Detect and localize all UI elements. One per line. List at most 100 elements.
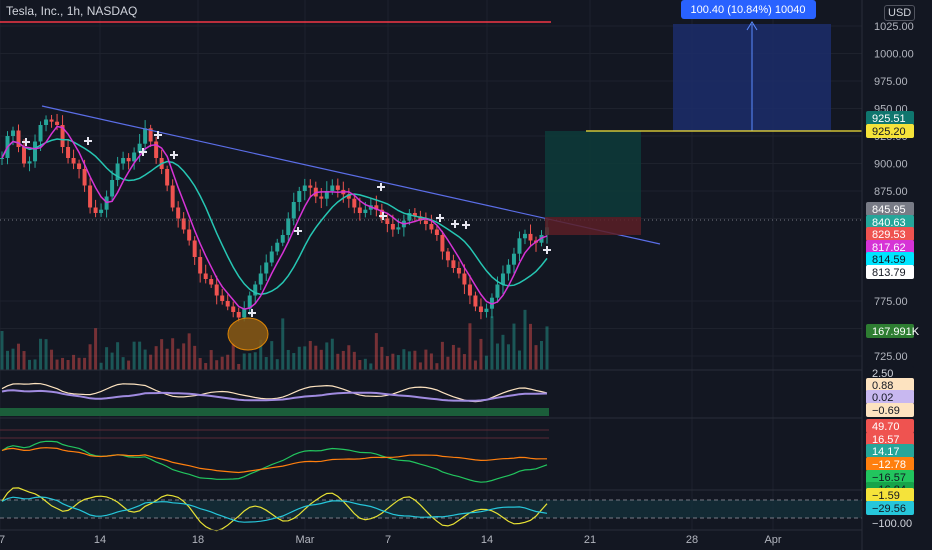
candle-body: [209, 279, 214, 285]
candle-body: [269, 251, 274, 263]
volume-bar: [490, 316, 494, 370]
volume-bar: [440, 341, 444, 370]
candle-body: [346, 194, 351, 199]
volume-bar: [253, 352, 257, 370]
volume-bar: [149, 354, 153, 370]
candle-body: [77, 163, 82, 169]
volume-bar: [6, 350, 10, 370]
y-tick-label: 775.00: [874, 296, 908, 308]
ma-slow-line: [1, 138, 548, 296]
currency-button[interactable]: USD: [884, 5, 916, 21]
candle-body: [16, 130, 21, 147]
candle-body: [214, 284, 219, 296]
price-label: 925.20: [866, 124, 914, 138]
candle-body: [286, 218, 291, 235]
volume-bar: [424, 349, 428, 370]
osc2-label-bg: [866, 457, 914, 471]
volume-bar: [171, 338, 175, 370]
cross-marker: [22, 138, 30, 146]
volume-bar: [138, 341, 142, 370]
candle-body: [225, 301, 230, 307]
osc3-label-text: −100.00: [872, 518, 912, 530]
candle-body: [258, 273, 263, 285]
candle-body: [308, 185, 313, 188]
osc2-label-bg: [866, 470, 914, 484]
volume-bar: [127, 360, 131, 370]
candle-body: [511, 253, 516, 265]
volume-bars: [0, 309, 549, 370]
price-label-bg: [866, 265, 914, 279]
volume-bar: [110, 352, 114, 370]
volume-bar: [66, 360, 70, 370]
volume-bar: [187, 333, 191, 370]
price-label: 814.59: [866, 252, 914, 266]
candle-body: [451, 260, 456, 268]
candle-body: [132, 152, 137, 162]
volume-bar: [385, 356, 389, 370]
volume-bar: [369, 363, 373, 370]
drawings[interactable]: 100.40 (10.84%) 10040: [0, 0, 862, 351]
volume-bar: [281, 318, 285, 370]
volume-bar: [457, 347, 461, 370]
osc1-label-bg: [866, 390, 914, 404]
volume-bar: [83, 357, 87, 370]
candle-body: [456, 268, 461, 274]
highlight-circle: [227, 317, 269, 351]
volume-bar: [303, 346, 307, 370]
candle-body: [60, 125, 65, 147]
price-label: 925.51: [866, 111, 914, 125]
volume-bar: [479, 338, 483, 370]
volume-bar: [116, 342, 120, 370]
candle-body: [506, 264, 511, 274]
osc3-label-text: −1.59: [872, 490, 900, 502]
cross-marker: [139, 148, 147, 156]
candle-body: [445, 251, 450, 261]
price-label: 817.62: [866, 240, 914, 254]
volume-bar: [325, 342, 329, 370]
candle-body: [11, 130, 16, 136]
candle-body: [500, 273, 505, 285]
x-tick-label: 28: [686, 534, 698, 546]
volume-bar: [77, 357, 81, 370]
candle-body: [522, 233, 527, 239]
volume-bar: [143, 349, 147, 370]
price-label: 840.63: [866, 215, 914, 229]
candle-body: [374, 205, 379, 210]
osc1-label-text: 2.50: [872, 368, 893, 380]
measure-label: 100.40 (10.84%) 10040: [681, 0, 816, 19]
volume-bar: [468, 323, 472, 370]
candle-body: [110, 180, 115, 197]
osc1-label-text: −0.69: [872, 405, 900, 417]
candle-body: [352, 198, 357, 208]
volume-bar: [44, 339, 48, 370]
volume-label-bg: [866, 324, 914, 338]
volume-bar: [11, 348, 15, 370]
candle-body: [390, 224, 395, 230]
volume-bar: [473, 360, 477, 370]
price-label-text: 817.62: [872, 242, 906, 254]
volume-bar: [22, 351, 26, 370]
x-tick-label: Mar: [296, 534, 315, 546]
osc2-label-text: 14.17: [872, 446, 900, 458]
volume-bar: [94, 328, 98, 370]
long-position-target-zone: [545, 131, 641, 217]
candle-body: [49, 119, 54, 122]
price-label-bg: [866, 215, 914, 229]
candle-body: [330, 185, 335, 191]
osc1-line: [1, 382, 548, 403]
volume-bar: [72, 354, 76, 370]
candle-body: [176, 207, 181, 219]
candle-body: [495, 284, 500, 298]
candle-body: [247, 295, 252, 309]
volume-bar: [193, 345, 197, 370]
volume-bar: [413, 350, 417, 370]
osc1-label: 2.50: [866, 366, 914, 380]
osc1-signal: [1, 389, 548, 402]
x-tick-label: 18: [192, 534, 204, 546]
candle-body: [181, 218, 186, 230]
cross-marker: [462, 221, 470, 229]
candle-body: [291, 202, 296, 219]
price-label: 813.79: [866, 265, 914, 279]
x-tick-label: 14: [94, 534, 106, 546]
